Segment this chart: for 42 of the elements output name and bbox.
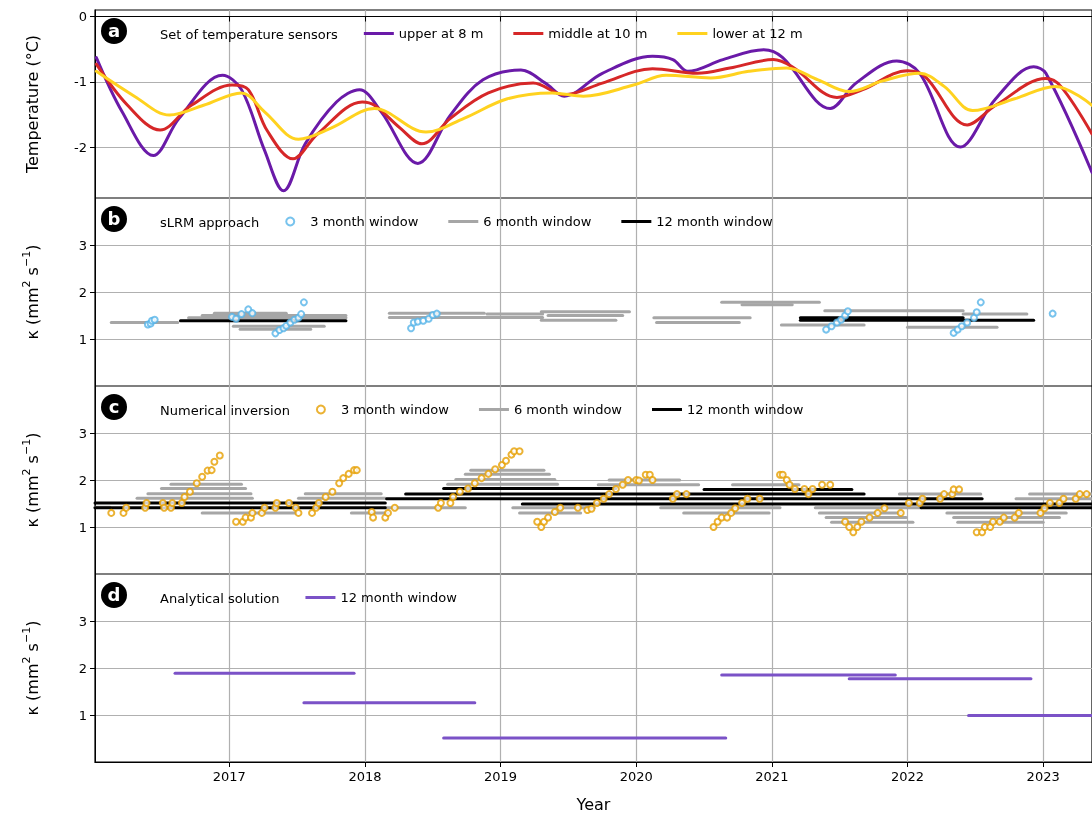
y-tick-label: 2	[78, 660, 87, 676]
y-tick-label: -2	[74, 139, 87, 155]
y-axis-title: κ (mm2 s−1)	[20, 432, 42, 528]
y-tick-label: 1	[78, 519, 87, 535]
annotation: b	[101, 206, 127, 232]
x-tick-label: 2023	[1026, 769, 1060, 784]
legend-title: Set of temperature sensors	[160, 27, 339, 42]
legend-label: 3 month window	[310, 214, 419, 229]
y-tick-label: 3	[78, 237, 87, 253]
annotation: d	[101, 582, 127, 608]
legend-label: 12 month window	[687, 402, 804, 417]
legend-label: 6 month window	[513, 402, 623, 417]
y-axis-title: Temperature (°C)	[22, 34, 42, 175]
x-tick-label: 2017	[212, 769, 246, 784]
x-tick-label: 2022	[890, 769, 925, 784]
legend-title: sLRM approach	[160, 215, 260, 230]
annotation: c	[101, 394, 127, 420]
legend-label: 6 month window	[483, 214, 592, 229]
x-tick-label: 2018	[348, 769, 382, 784]
legend-label: upper at 8 m	[398, 26, 484, 41]
x-tick-label: 2019	[484, 769, 518, 784]
y-tick-label: 1	[78, 331, 87, 347]
x-tick-label: 2020	[619, 769, 653, 784]
legend-label: 3 month window	[340, 402, 450, 417]
legend-title: Analytical solution	[160, 591, 280, 606]
legend-label: 12 month window	[340, 590, 458, 605]
y-axis-title: κ (mm2 s−1)	[20, 244, 42, 340]
y-tick-label: 2	[78, 472, 87, 488]
y-tick-label: 1	[78, 707, 87, 723]
x-tick-label: 2021	[755, 769, 789, 784]
y-axis-title: κ (mm2 s−1)	[20, 620, 42, 716]
y-tick-label: -1	[74, 74, 87, 90]
legend-title: Numerical inversion	[160, 403, 290, 418]
y-tick-label: 2	[78, 284, 87, 300]
x-axis-title: Year	[575, 794, 611, 814]
legend-label: lower at 12 m	[712, 26, 803, 41]
y-tick-label: 0	[78, 9, 87, 25]
legend-label: 12 month window	[656, 214, 774, 229]
y-tick-label: 3	[78, 613, 87, 629]
y-tick-label: 3	[78, 425, 87, 441]
legend-label: middle at 10 m	[548, 26, 648, 41]
annotation: a	[101, 18, 127, 44]
